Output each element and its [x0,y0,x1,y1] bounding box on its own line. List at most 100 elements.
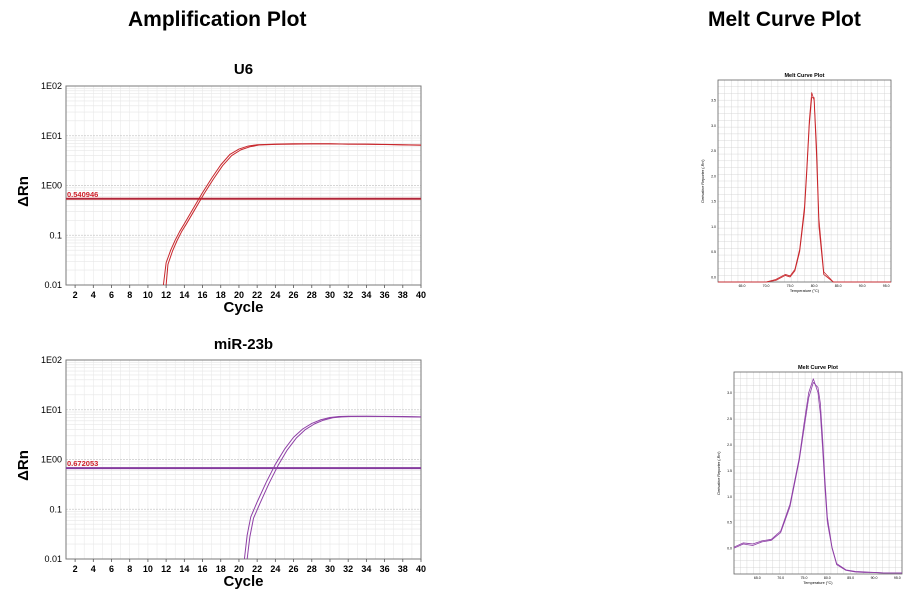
x-tick-label: 22 [252,564,262,574]
melt-y-tick-label: 1.0 [711,225,716,229]
melt-y-tick-label: 2.0 [711,174,716,178]
melt-y-tick-label: 0.5 [711,250,716,254]
x-tick-label: 6 [109,290,114,300]
x-tick-label: 32 [343,564,353,574]
melt-y-tick-label: 2.0 [727,443,732,447]
melt-chart-title: Melt Curve Plot [798,365,838,371]
melt-curve-plot-heading: Melt Curve Plot [708,8,861,31]
x-tick-label: 20 [234,290,244,300]
melt-y-axis-label: Derivative Reporter (-Rn') [701,159,705,203]
amplification-curve-1 [243,415,422,560]
x-tick-label: 34 [361,564,371,574]
melt-x-tick-label: 95.0 [894,576,901,580]
y-tick-label: 1E01 [41,405,62,415]
x-tick-label: 2 [73,564,78,574]
melt-curve-1 [733,381,902,574]
x-tick-label: 8 [127,564,132,574]
melt-x-tick-label: 75.0 [801,576,808,580]
x-tick-label: 10 [143,290,153,300]
x-tick-label: 28 [307,564,317,574]
plot-frame [65,359,422,560]
melt-curve-2 [733,378,902,574]
x-tick-label: 22 [252,290,262,300]
x-tick-label: 2 [73,290,78,300]
amplification-curve-1 [162,143,422,286]
x-tick-label: 24 [270,290,280,300]
melt-x-tick-label: 65.0 [739,284,746,288]
x-axis-label: Cycle [223,573,263,590]
melt-y-tick-label: 2.5 [711,149,716,153]
x-tick-label: 26 [289,290,299,300]
y-tick-label: 0.1 [49,230,62,240]
melt-curve-2 [718,97,891,283]
melt-x-tick-label: 85.0 [847,576,854,580]
x-tick-label: 16 [198,564,208,574]
x-tick-label: 26 [289,564,299,574]
melt-x-tick-label: 70.0 [763,284,770,288]
melt-x-axis-label: Temperature (°C) [803,581,833,585]
y-tick-label: 1E02 [41,81,62,91]
melt-y-tick-label: 1.0 [727,495,732,499]
melt-y-tick-label: 1.5 [711,200,716,204]
melt-x-tick-label: 80.0 [811,284,818,288]
x-tick-label: 36 [380,290,390,300]
x-tick-label: 4 [91,564,96,574]
x-tick-label: 30 [325,564,335,574]
x-tick-label: 4 [91,290,96,300]
plot-frame [65,85,422,286]
melt-chart-title: Melt Curve Plot [784,73,824,79]
x-tick-label: 36 [380,564,390,574]
y-tick-label: 0.01 [44,280,62,290]
melt-y-tick-label: 0.0 [727,547,732,551]
x-tick-label: 40 [416,564,426,574]
amplification-plot-heading: Amplification Plot [128,8,307,31]
y-tick-label: 0.01 [44,554,62,564]
melt-plot-frame [717,79,892,283]
threshold-label: 0.540946 [67,190,98,199]
melt-y-tick-label: 3.0 [711,124,716,128]
amplification-curve-2 [165,143,422,286]
x-tick-label: 20 [234,564,244,574]
x-tick-label: 32 [343,290,353,300]
x-axis-label: Cycle [223,299,263,316]
x-tick-label: 10 [143,564,153,574]
melt-x-tick-label: 95.0 [883,284,890,288]
chart-title: U6 [234,61,253,78]
x-tick-label: 12 [161,290,171,300]
x-tick-label: 14 [179,564,189,574]
x-tick-label: 28 [307,290,317,300]
melt-y-tick-label: 3.0 [727,391,732,395]
x-tick-label: 16 [198,290,208,300]
y-tick-label: 1E00 [41,455,62,465]
y-tick-label: 1E00 [41,181,62,191]
x-tick-label: 18 [216,290,226,300]
x-tick-label: 24 [270,564,280,574]
melt-y-tick-label: 0.5 [727,521,732,525]
melt-x-tick-label: 90.0 [859,284,866,288]
melt-plot-frame [733,371,903,575]
x-tick-label: 40 [416,290,426,300]
x-tick-label: 6 [109,564,114,574]
melt-curve-chart-mir-23b: Melt Curve Plot 0.0 0.5 1.0 1.5 2.0 2.5 3.0 65.0… [717,365,903,585]
amplification-curve-2 [246,415,422,560]
melt-y-tick-label: 1.5 [727,469,732,473]
y-axis-label: ΔRn [15,450,32,481]
x-tick-label: 30 [325,290,335,300]
melt-x-tick-label: 65.0 [754,576,761,580]
melt-x-tick-label: 90.0 [871,576,878,580]
y-tick-label: 1E02 [41,355,62,365]
x-tick-label: 8 [127,290,132,300]
melt-y-tick-label: 2.5 [727,417,732,421]
melt-x-tick-label: 80.0 [824,576,831,580]
melt-y-axis-label: Derivative Reporter (-Rn') [717,451,721,495]
threshold-label: 0.672053 [67,459,98,468]
x-tick-label: 18 [216,564,226,574]
melt-x-axis-label: Temperature (°C) [790,289,820,293]
y-tick-label: 1E01 [41,131,62,141]
x-tick-label: 38 [398,290,408,300]
melt-y-tick-label: 0.0 [711,275,716,279]
y-tick-label: 0.1 [49,504,62,514]
melt-y-tick-label: 3.5 [711,99,716,103]
